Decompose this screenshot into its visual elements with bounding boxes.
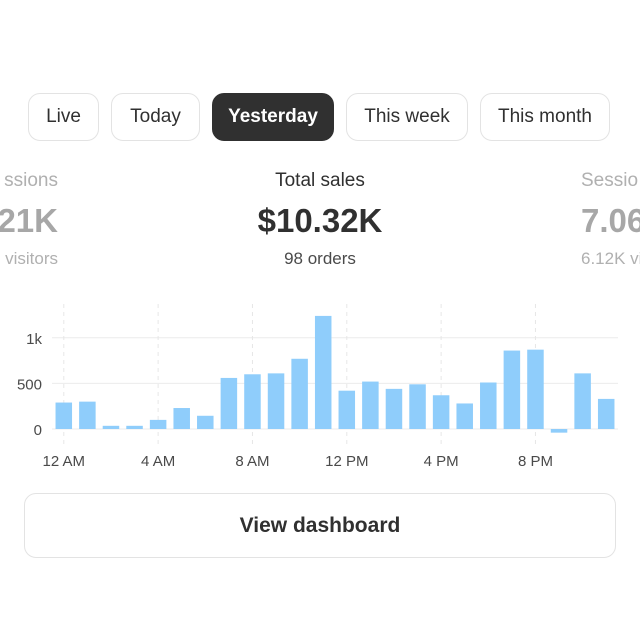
metric-label: ssions (4, 170, 58, 191)
tab-yesterday[interactable]: Yesterday (212, 93, 334, 141)
bar-2-pm (385, 388, 403, 429)
bar-5-am (173, 408, 190, 429)
bar-8-pm (527, 349, 544, 429)
tab-this-month[interactable]: This month (480, 93, 610, 141)
bar-3-am (126, 425, 143, 429)
bar-9-am (267, 373, 285, 429)
metric-subtext: 98 orders (284, 249, 356, 268)
bar-10-am (291, 358, 308, 429)
bar-7-pm (503, 350, 521, 429)
x-tick-label: 8 AM (235, 453, 269, 470)
bar-1-am (79, 401, 96, 429)
x-tick-label: 12 PM (325, 453, 368, 470)
bar-12-am (55, 402, 73, 429)
metric-sessions-previous[interactable]: ssions 21K visitors (0, 168, 58, 271)
tab-today[interactable]: Today (111, 93, 200, 141)
metric-label: Sessio (581, 170, 639, 191)
y-tick-label: 500 (17, 376, 42, 393)
tab-this-week[interactable]: This week (346, 93, 468, 141)
bar-4-pm (432, 395, 450, 429)
bar-6-pm (480, 382, 497, 429)
bar-10-pm (574, 373, 591, 429)
x-tick-label: 8 PM (518, 453, 553, 470)
y-tick-label: 0 (34, 422, 42, 439)
bar-4-am (149, 419, 167, 429)
bar-6-am (197, 415, 214, 429)
bar-2-am (102, 425, 120, 429)
metric-value: $10.32K (257, 202, 383, 239)
bar-12-pm (338, 390, 356, 429)
metric-subtext: 6.12K vi (581, 249, 640, 268)
bar-3-pm (409, 384, 426, 429)
metric-subtext: visitors (5, 249, 58, 268)
metric-total-sales[interactable]: Total sales $10.32K 98 orders (200, 168, 440, 271)
metrics-carousel[interactable]: ssions 21K visitors Total sales $10.32K … (0, 168, 640, 278)
view-dashboard-button[interactable]: View dashboard (24, 493, 616, 558)
bar-5-pm (456, 403, 473, 429)
bar-11-pm (597, 398, 615, 429)
bar-9-pm (550, 429, 568, 433)
x-tick-label: 4 AM (141, 453, 175, 470)
metric-sessions-next[interactable]: Sessio 7.06 6.12K vi (581, 168, 640, 271)
bar-1-pm (362, 381, 379, 429)
bar-8-am (244, 374, 261, 429)
x-tick-label: 4 PM (424, 453, 459, 470)
metric-value: 7.06 (581, 202, 640, 239)
x-tick-label: 12 AM (43, 453, 86, 470)
tab-live[interactable]: Live (28, 93, 99, 141)
sales-bar-chart: 0 500 1k 12 AM 4 AM 8 AM 12 PM 4 PM 8 PM (17, 304, 618, 470)
bar-11-am (314, 315, 332, 429)
metric-value: 21K (0, 202, 58, 239)
metric-label: Total sales (275, 170, 365, 191)
y-tick-label: 1k (26, 331, 42, 348)
bar-7-am (220, 377, 238, 429)
